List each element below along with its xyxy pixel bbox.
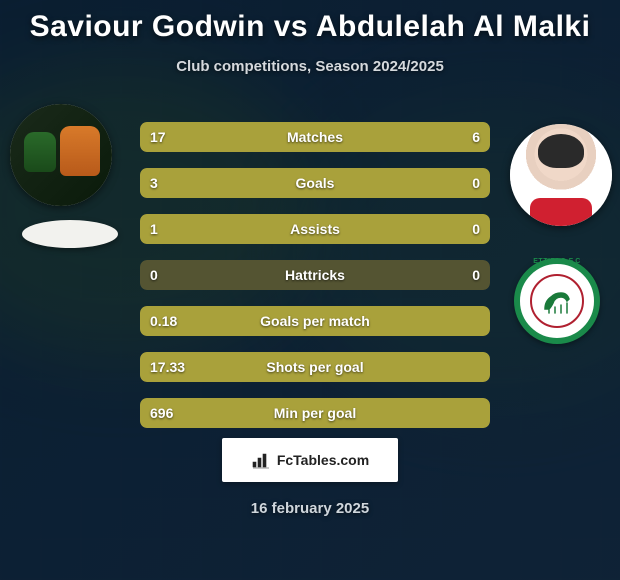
player-left-club-badge: [22, 220, 118, 248]
stat-fill-left: [140, 214, 490, 244]
date-label: 16 february 2025: [251, 500, 369, 517]
stat-fill-left: [140, 306, 490, 336]
watermark-text: FcTables.com: [277, 452, 369, 468]
watermark-badge[interactable]: FcTables.com: [222, 438, 398, 482]
stat-row: 30Goals: [140, 168, 490, 198]
stat-row: 17.33Shots per goal: [140, 352, 490, 382]
stat-fill-left: [140, 122, 399, 152]
stat-row: 0.18Goals per match: [140, 306, 490, 336]
stat-row: 696Min per goal: [140, 398, 490, 428]
stat-fill-left: [140, 398, 490, 428]
horse-icon: [541, 287, 573, 315]
stat-row: 00Hattricks: [140, 260, 490, 290]
club-right-label: ETTIFAQ F.C: [532, 258, 582, 265]
stat-row: 176Matches: [140, 122, 490, 152]
stats-panel: 176Matches 30Goals 10Assists 00Hattricks 0.1…: [140, 122, 490, 444]
stat-fill-left: [140, 352, 490, 382]
chart-icon: [251, 450, 271, 470]
player-right-avatar: [510, 124, 612, 226]
page-title: Saviour Godwin vs Abdulelah Al Malki: [0, 0, 620, 44]
player-left-avatar: [10, 104, 112, 206]
stat-row: 10Assists: [140, 214, 490, 244]
stat-fill-left: [140, 168, 490, 198]
player-right-club-badge: ETTIFAQ F.C: [514, 258, 600, 344]
stat-fill-right: [399, 122, 490, 152]
subtitle: Club competitions, Season 2024/2025: [0, 58, 620, 75]
